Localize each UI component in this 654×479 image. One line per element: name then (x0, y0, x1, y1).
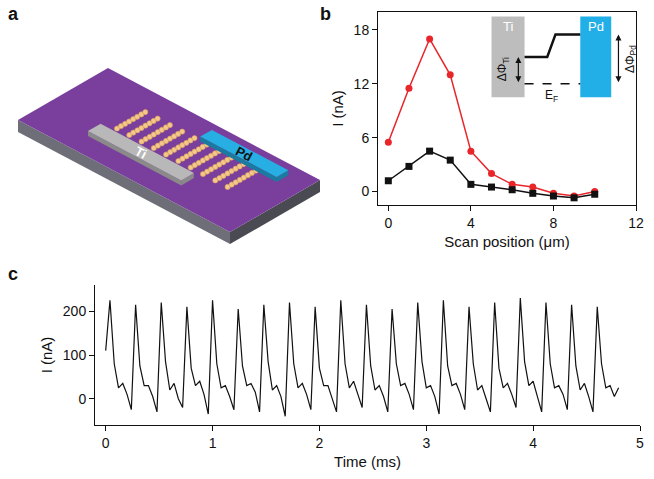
svg-text:4: 4 (529, 435, 537, 451)
svg-text:5: 5 (636, 435, 644, 451)
svg-text:12: 12 (628, 215, 644, 231)
svg-text:E​F​: E​F​ (545, 88, 558, 104)
svg-text:Pd: Pd (588, 19, 604, 34)
svg-text:0: 0 (361, 183, 369, 199)
svg-text:ΔΦ​Pd​: ΔΦ​Pd​ (623, 45, 639, 73)
svg-text:12: 12 (354, 76, 370, 92)
svg-text:100: 100 (63, 347, 87, 363)
svg-text:I (nA): I (nA) (329, 90, 346, 127)
svg-text:a: a (8, 4, 19, 24)
svg-text:Scan position (μm): Scan position (μm) (444, 233, 569, 250)
svg-text:Ti: Ti (132, 143, 149, 162)
svg-text:I (nA): I (nA) (38, 337, 55, 374)
svg-text:0: 0 (78, 391, 86, 407)
svg-text:Pd: Pd (233, 143, 255, 164)
svg-text:3: 3 (422, 435, 430, 451)
svg-text:1: 1 (209, 435, 217, 451)
svg-text:200: 200 (63, 303, 87, 319)
svg-text:0: 0 (384, 215, 392, 231)
svg-text:6: 6 (361, 130, 369, 146)
svg-text:ΔΦ​Ti​: ΔΦ​Ti​ (495, 57, 511, 81)
svg-text:Time (ms): Time (ms) (334, 453, 401, 470)
svg-text:8: 8 (550, 215, 558, 231)
svg-text:b: b (320, 4, 331, 24)
svg-text:Ti: Ti (503, 19, 513, 34)
svg-text:c: c (8, 264, 18, 284)
svg-text:4: 4 (467, 215, 475, 231)
svg-text:18: 18 (354, 22, 370, 38)
svg-text:2: 2 (316, 435, 324, 451)
svg-text:0: 0 (102, 435, 110, 451)
